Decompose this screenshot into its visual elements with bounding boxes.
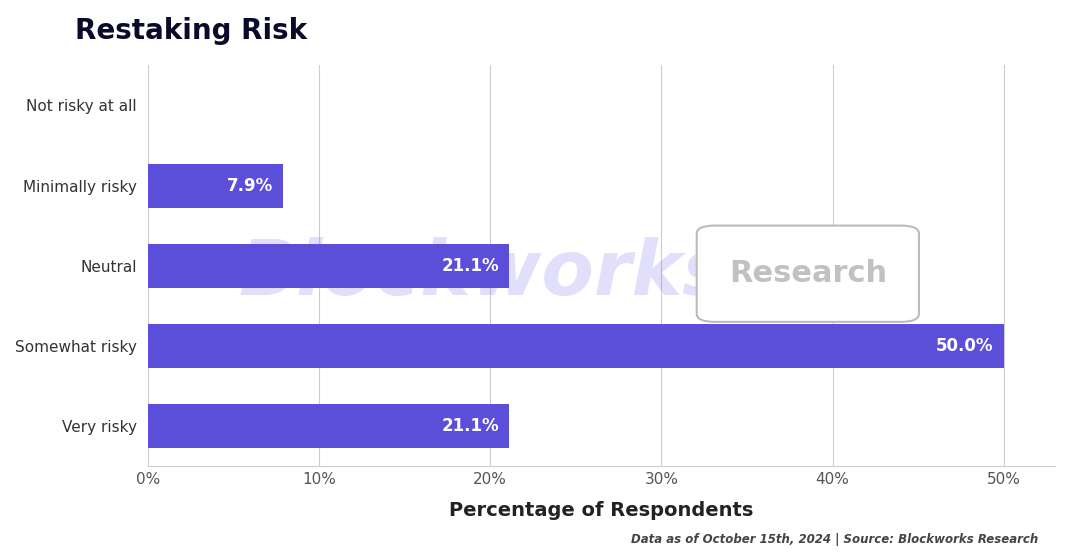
- Bar: [148, 404, 509, 448]
- Text: Restaking Risk: Restaking Risk: [75, 17, 307, 45]
- Text: Research: Research: [730, 259, 887, 288]
- Bar: [148, 164, 284, 208]
- Text: 7.9%: 7.9%: [227, 177, 273, 194]
- FancyBboxPatch shape: [697, 226, 919, 322]
- Text: 50.0%: 50.0%: [936, 337, 993, 355]
- Text: 21.1%: 21.1%: [441, 257, 499, 275]
- Text: Data as of October 15th, 2024 | Source: Blockworks Research: Data as of October 15th, 2024 | Source: …: [630, 533, 1038, 546]
- X-axis label: Percentage of Respondents: Percentage of Respondents: [449, 501, 753, 520]
- Text: Blockworks: Blockworks: [239, 237, 729, 311]
- Bar: [148, 324, 1004, 368]
- Text: 21.1%: 21.1%: [441, 417, 499, 435]
- Bar: [148, 243, 509, 288]
